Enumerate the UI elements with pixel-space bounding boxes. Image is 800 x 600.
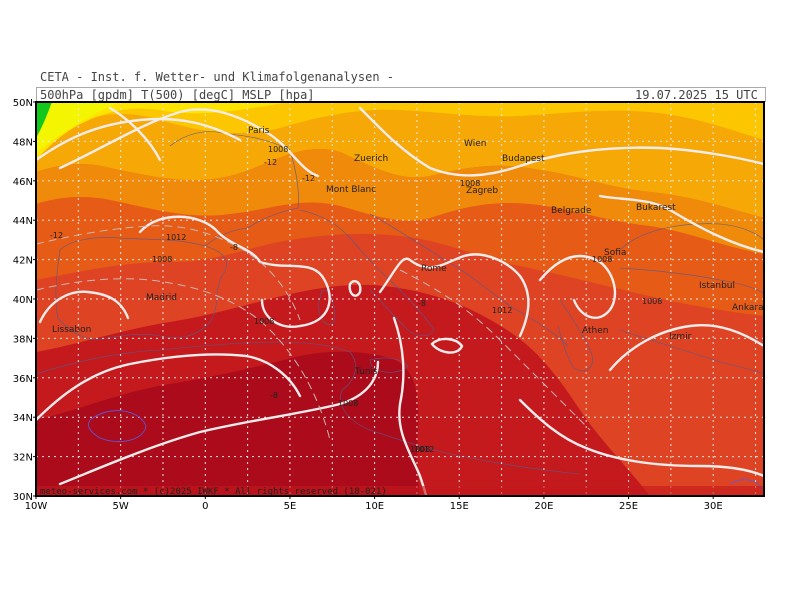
isobar-line (58, 108, 320, 178)
latitude-label: 36N (13, 374, 33, 385)
isobar-value-label: 1008 (460, 179, 480, 188)
sicily-coast (369, 357, 409, 373)
temp-band-yellow-orange (36, 102, 764, 150)
isobar-line (36, 117, 242, 162)
temperature-isotherms (36, 225, 591, 441)
adriatic-coast (369, 213, 569, 347)
isobar-value-label: 1008 (254, 317, 274, 326)
isobar-line (378, 253, 530, 338)
longitude-label: 20E (534, 501, 553, 512)
isobar-line (38, 290, 130, 324)
city-label: Ankara (732, 303, 764, 313)
footer-bar (36, 486, 764, 496)
city-label: Izmir (669, 332, 692, 342)
isobar-line (108, 106, 162, 162)
isotherm-value-label: -12 (302, 174, 315, 183)
isobar-line (538, 254, 617, 319)
longitude-label: 5W (113, 501, 129, 512)
isobar-line (598, 194, 764, 254)
greece-coast (557, 299, 593, 372)
coastlines (36, 131, 764, 475)
latitude-label: 50N (13, 98, 33, 109)
isotherm-value-label: -8 (418, 299, 426, 308)
latitude-label: 46N (13, 177, 33, 188)
copyright-footer: meteo-services.com * (c)2025 IWKF * All … (40, 487, 387, 497)
isobar-line (518, 398, 764, 478)
iberia-coast (55, 237, 227, 341)
header-frame (36, 87, 766, 102)
latitude-label: 34N (13, 413, 33, 424)
isobar-value-label: 1008 (642, 297, 662, 306)
city-label: Lissabon (52, 325, 91, 335)
isobar-value-label: 1012 (166, 233, 186, 242)
isotherm-value-label: -12 (50, 231, 63, 240)
isobar-value-label: 1012 (492, 306, 512, 315)
latitude-label: 40N (13, 295, 33, 306)
longitude-label: 15E (450, 501, 469, 512)
isobar-value-label: 1008 (338, 399, 358, 408)
latitude-label: 42N (13, 256, 33, 267)
isotherm-value-label: -8 (230, 243, 238, 252)
isotherm-value-label: -8 (270, 391, 278, 400)
city-label: Madrid (146, 293, 177, 303)
longitude-label: 0 (202, 501, 208, 512)
city-label: Zuerich (354, 154, 388, 164)
city-label: Wien (464, 139, 486, 149)
city-labels: Paris Zuerich Wien Budapest Zagreb Belgrade Bu… (52, 126, 764, 377)
isobar-value-label: 1012 (414, 445, 434, 454)
longitude-label: 10E (365, 501, 384, 512)
latitude-label: 48N (13, 137, 33, 148)
city-label: Budapest (502, 154, 545, 164)
isobar-line (430, 337, 464, 354)
isobars (36, 106, 764, 496)
map-parameters: 500hPa [gpdm] T(500) [degC] MSLP [hpa] (40, 88, 315, 102)
longitude-label: 10W (25, 501, 48, 512)
latitude-label: 30N (13, 492, 33, 503)
city-label: Belgrade (551, 206, 592, 216)
city-label: Athen (582, 326, 608, 336)
city-label: Mont Blanc (326, 185, 376, 195)
temp-band-green (36, 102, 52, 138)
map-timestamp: 19.07.2025 15 UTC (635, 88, 758, 102)
isobar-value-label: 1008 (152, 255, 172, 264)
longitude-label: 25E (619, 501, 638, 512)
city-label: Istanbul (699, 281, 735, 291)
city-label: Sofia (604, 248, 626, 258)
isobar-value-label: 1008 (268, 145, 288, 154)
isobar-line (348, 280, 362, 297)
city-label: Paris (248, 126, 270, 136)
temp-band-pale-yellow (36, 102, 120, 154)
city-label: Bukarest (636, 203, 676, 213)
isobar-value-label: 1008 (410, 445, 430, 454)
isobar-line (608, 324, 764, 372)
latitude-label: 32N (13, 453, 33, 464)
isotherm-line (36, 225, 301, 321)
north-africa-coast (36, 341, 581, 475)
latitude-label: 44N (13, 216, 33, 227)
longitude-label: 30E (704, 501, 723, 512)
temp-band-orange (36, 149, 764, 254)
rain-contour (88, 410, 147, 442)
map-title: CETA - Inst. f. Wetter- und Klimafolgena… (40, 70, 395, 84)
isotherm-value-label: -12 (264, 158, 277, 167)
temp-band-hot-dark (36, 351, 420, 496)
latitude-label: 38N (13, 334, 33, 345)
contour-labels: 1008100810121008100810081012100810081008… (50, 145, 662, 454)
isotherm-line (399, 269, 591, 431)
isobar-line (58, 360, 380, 486)
italy-coast (299, 209, 435, 337)
city-label: Rome (421, 264, 447, 274)
isobar-line (358, 106, 764, 177)
isobar-value-label: 1008 (592, 255, 612, 264)
isotherm-line (36, 278, 331, 441)
isobar-line (36, 353, 302, 422)
city-label: Tunis (354, 367, 378, 377)
longitude-label: 5E (284, 501, 297, 512)
isobar-line (138, 215, 331, 328)
city-label: Zagreb (466, 186, 498, 196)
